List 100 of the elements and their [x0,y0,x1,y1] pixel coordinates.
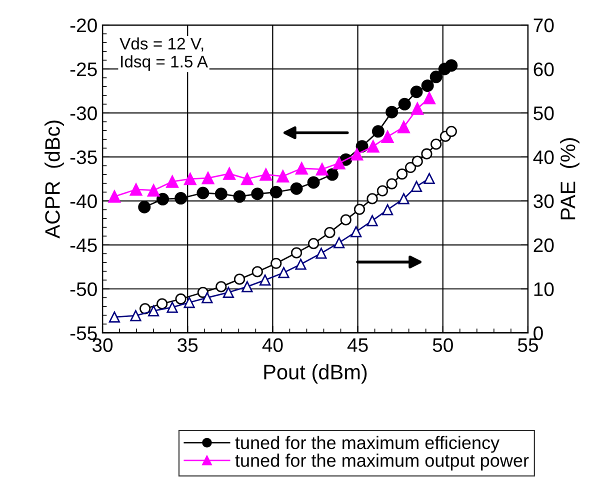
point [421,148,432,160]
y2-axis-title: PAE (%) [560,138,580,220]
point [350,226,362,238]
point [259,274,271,286]
y-tick-label: -25 [70,62,97,76]
point [184,172,196,186]
point [270,186,282,198]
point [308,238,320,250]
point [130,183,142,196]
point [382,204,394,216]
point [166,302,178,313]
x-tick-label: 50 [432,338,453,352]
point [222,286,234,298]
point [242,281,253,292]
point [260,168,272,181]
point [424,172,435,184]
point [166,175,179,188]
point [223,167,236,180]
point [410,180,422,192]
point [156,192,170,206]
x-axis-title: Pout (dBm) [264,364,367,384]
point [316,163,328,176]
point [138,200,151,214]
point [386,106,398,118]
point [130,310,142,322]
point [184,296,195,308]
y2-tick-label: 60 [534,62,554,76]
point [350,148,364,161]
point [202,172,214,184]
y2-tick-label: 40 [533,150,554,164]
y2-tick-label: 10 [534,282,554,296]
point [372,125,384,138]
y-tick-label: -30 [70,106,97,120]
point [216,281,227,292]
point [175,293,186,305]
point [445,59,458,72]
point [366,140,380,153]
point [324,227,336,238]
point [411,102,424,115]
point [334,237,345,248]
legend-label: tuned for the maximum output power [235,454,529,470]
point [307,176,320,189]
y-tick-label: -20 [70,18,97,32]
point [386,178,398,190]
point [202,292,213,304]
point [147,184,160,197]
point [340,214,352,226]
y-tick-label: -35 [70,150,97,164]
point [290,182,303,195]
y-tick-label: -50 [70,282,97,296]
point [148,305,160,316]
point [270,258,282,269]
point [140,303,151,314]
point [108,190,121,203]
point [252,266,263,278]
point [366,215,378,226]
y2-tick-label: 70 [534,18,554,32]
x-tick-label: 35 [178,338,198,352]
y-tick-label: -45 [70,238,97,252]
x-tick-label: 40 [262,338,283,352]
point [376,185,388,196]
point [412,156,423,167]
point [156,298,168,310]
point [396,168,408,180]
x-tick-label: 30 [92,338,113,352]
point [398,98,411,110]
point [295,162,308,175]
point [278,267,290,278]
point [174,192,188,205]
y-tick-label: -55 [70,326,97,340]
y-tick-label: -40 [70,194,97,208]
y2-tick-label: 50 [534,106,554,120]
point [410,86,423,98]
point [234,274,246,285]
point [233,190,246,203]
point [295,258,306,270]
point [404,162,416,174]
point [446,126,457,137]
point [290,247,302,258]
point [276,170,290,183]
point [381,130,394,143]
legend-label: tuned for the maximum efficiency [235,436,500,453]
point [423,92,436,104]
annotation: Vds = 12 V, Idsq = 1.5 A [120,37,208,71]
point [332,156,346,170]
point [196,186,210,200]
x-tick-label: 55 [518,338,538,352]
point [326,168,339,181]
point [214,188,228,200]
point [398,193,410,204]
point [316,248,327,259]
point [430,70,442,84]
point [240,172,254,186]
point [354,204,366,215]
point [430,138,442,150]
y2-tick-label: 0 [534,326,543,340]
point [421,79,434,92]
point [251,188,264,200]
y-axis-title: ACPR (dBc) [44,120,64,239]
y2-tick-label: 20 [534,238,554,252]
